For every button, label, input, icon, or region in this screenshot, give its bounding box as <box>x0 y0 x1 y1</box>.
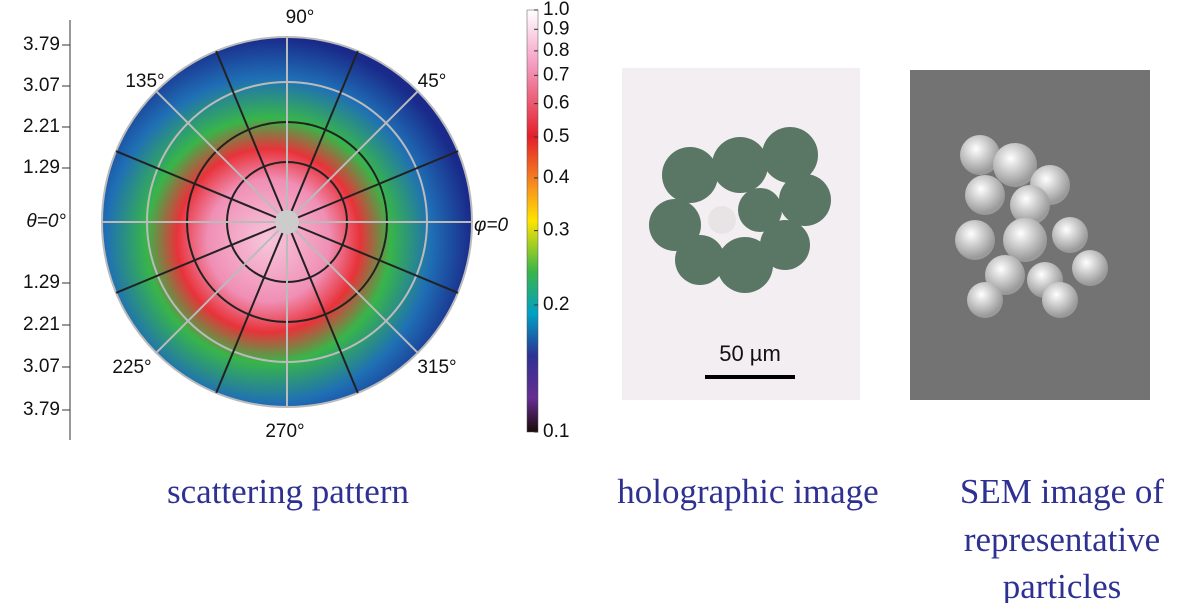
colorbar-tick-label: 0.8 <box>543 40 569 61</box>
radial-label: 1.29 <box>23 272 60 293</box>
angle-label: 225° <box>112 357 151 378</box>
radial-label: 3.79 <box>23 34 60 55</box>
radial-label: 3.07 <box>23 356 60 377</box>
colorbar-tick-label: 0.2 <box>543 294 569 315</box>
colorbar-gradient <box>527 10 538 432</box>
radial-label: 2.21 <box>23 116 60 137</box>
center-hole <box>275 210 299 234</box>
hole <box>708 206 736 234</box>
caption: representative <box>964 520 1160 559</box>
scale-bar-label: 50 µm <box>719 341 781 366</box>
colorbar-tick-label: 0.9 <box>543 18 569 39</box>
sem-image <box>910 70 1150 400</box>
colorbar: 1.00.90.8 0.7 0.6 0.5 0.4 0.3 0.2 0.1 <box>527 0 570 442</box>
colorbar-tick-label: 0.7 <box>543 64 569 85</box>
caption: holographic image <box>617 472 878 511</box>
colorbar-tick-label: 0.6 <box>543 93 569 114</box>
colorbar-tick-label: 1.0 <box>543 0 569 20</box>
holographic-image: 50 µm <box>622 68 860 400</box>
angle-label: 135° <box>125 71 164 92</box>
angle-label: 45° <box>418 71 447 92</box>
caption: SEM image of <box>960 472 1164 511</box>
colorbar-tick-label: 0.5 <box>543 126 569 147</box>
colorbar-tick-label: 0.4 <box>543 167 570 188</box>
caption: scattering pattern <box>167 472 409 511</box>
radial-label: 2.21 <box>23 314 60 335</box>
figure: 90° 45° 135° 225° 315° 270° φ=0 θ=0° 1.0… <box>0 0 1189 603</box>
radial-label: 3.07 <box>23 75 60 96</box>
radial-label: 3.79 <box>23 399 60 420</box>
colorbar-tick-label: 0.3 <box>543 220 569 241</box>
angle-label: 315° <box>417 357 456 378</box>
center-label: θ=0° <box>26 211 66 232</box>
radial-label: 1.29 <box>23 157 60 178</box>
polar-plot: 90° 45° 135° 225° 315° 270° φ=0 θ=0° <box>26 7 508 442</box>
phi-label: φ=0 <box>474 215 508 236</box>
colorbar-tick-label: 0.1 <box>543 421 569 442</box>
angle-label: 90° <box>286 7 315 28</box>
angle-label: 270° <box>265 421 304 442</box>
caption: particles <box>1003 567 1122 603</box>
